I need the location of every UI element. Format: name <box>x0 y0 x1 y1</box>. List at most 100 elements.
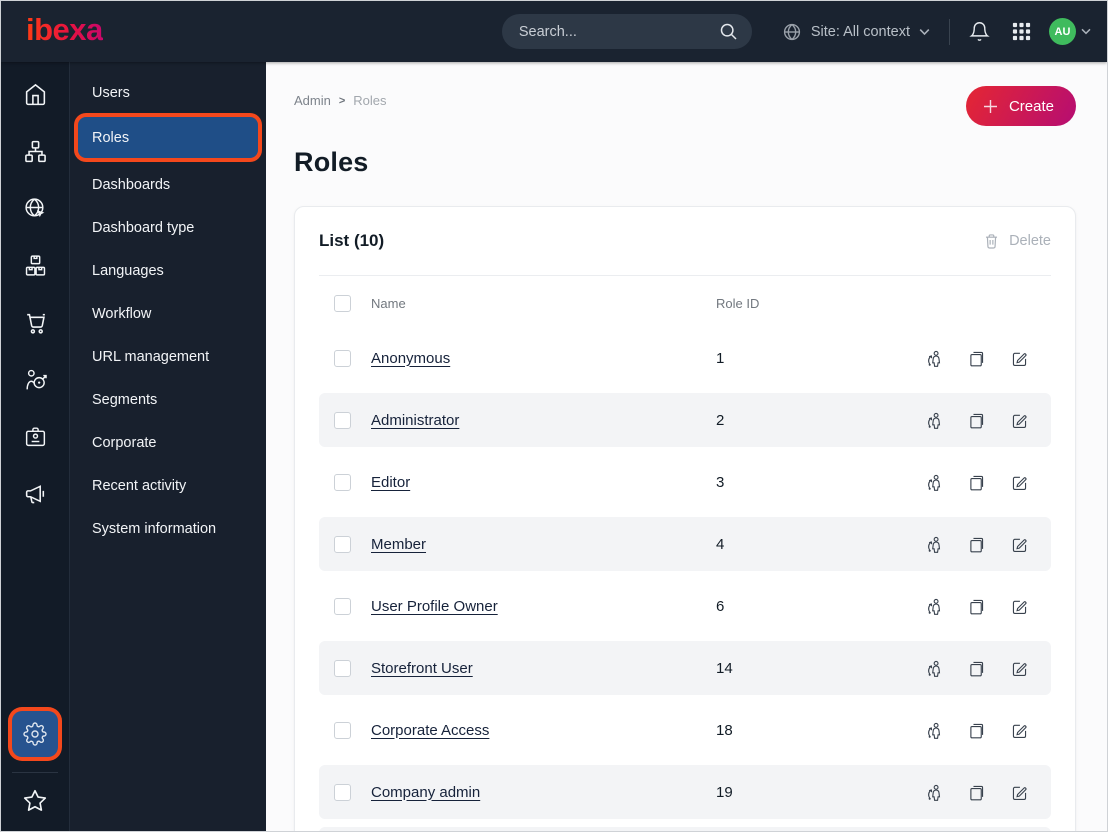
role-name-link[interactable]: Member <box>371 535 427 553</box>
content-tree-icon[interactable] <box>1 123 69 180</box>
role-name-link[interactable]: User Profile Owner <box>371 597 498 615</box>
role-name-link[interactable]: Administrator <box>371 411 460 429</box>
site-globe-icon[interactable] <box>1 180 69 237</box>
row-checkbox[interactable] <box>334 659 351 677</box>
edit-icon[interactable] <box>1010 349 1029 368</box>
rail-bottom-group <box>1 711 69 831</box>
column-header-role-id: Role ID <box>716 296 760 311</box>
commerce-cart-icon[interactable] <box>1 294 69 351</box>
role-name-link[interactable]: Corporate Access <box>371 721 490 739</box>
sidebar-item-url-management[interactable]: URL management <box>78 336 258 377</box>
settings-gear-icon[interactable] <box>12 711 58 757</box>
sidebar-item-label: Roles <box>92 129 130 146</box>
role-id: 2 <box>716 411 725 429</box>
edit-icon[interactable] <box>1010 721 1029 740</box>
assign-icon[interactable] <box>924 411 943 430</box>
breadcrumb-separator: > <box>338 94 346 107</box>
app-grid-icon[interactable] <box>1012 22 1031 41</box>
sidebar-item-corporate[interactable]: Corporate <box>78 422 258 463</box>
sidebar-item-label: Segments <box>92 391 158 408</box>
column-header-name: Name <box>371 296 406 311</box>
copy-icon[interactable] <box>967 783 986 802</box>
assign-icon[interactable] <box>924 349 943 368</box>
sidebar-item-dashboard-type[interactable]: Dashboard type <box>78 207 258 248</box>
edit-icon[interactable] <box>1010 597 1029 616</box>
notifications-bell-icon[interactable] <box>969 21 990 42</box>
sidebar-item-workflow[interactable]: Workflow <box>78 293 258 334</box>
main-content: Admin > Roles Create Roles List <box>266 62 1107 831</box>
edit-icon[interactable] <box>1010 411 1029 430</box>
sidebar-item-label: System information <box>92 520 217 537</box>
sidebar-item-label: Workflow <box>92 305 152 322</box>
copy-icon[interactable] <box>967 535 986 554</box>
assign-icon[interactable] <box>924 535 943 554</box>
sidebar-item-system-information[interactable]: System information <box>78 508 258 549</box>
copy-icon[interactable] <box>967 349 986 368</box>
marketing-megaphone-icon[interactable] <box>1 465 69 522</box>
select-all-checkbox[interactable] <box>334 295 351 312</box>
plus-icon <box>982 98 999 115</box>
role-id: 1 <box>716 349 725 367</box>
row-checkbox[interactable] <box>334 411 351 429</box>
table-row: Corporate Access 18 <box>319 703 1051 757</box>
row-actions <box>924 659 1029 678</box>
copy-icon[interactable] <box>967 659 986 678</box>
edit-icon[interactable] <box>1010 659 1029 678</box>
create-button[interactable]: Create <box>965 86 1076 126</box>
edit-icon[interactable] <box>1010 535 1029 554</box>
trash-icon <box>983 232 1000 250</box>
copy-icon[interactable] <box>967 597 986 616</box>
table-row: Anonymous 1 <box>319 331 1051 385</box>
assign-icon[interactable] <box>924 659 943 678</box>
delete-button[interactable]: Delete <box>983 232 1051 250</box>
breadcrumb-admin[interactable]: Admin <box>294 93 331 108</box>
page-title: Roles <box>294 147 369 177</box>
user-menu[interactable]: AU <box>1049 18 1091 45</box>
assign-icon[interactable] <box>924 473 943 492</box>
sidebar-item-recent-activity[interactable]: Recent activity <box>78 465 258 506</box>
global-search[interactable] <box>501 14 752 49</box>
corporate-badge-icon[interactable] <box>1 408 69 465</box>
row-checkbox[interactable] <box>334 535 351 553</box>
row-checkbox[interactable] <box>334 473 351 491</box>
personalization-icon[interactable] <box>1 351 69 408</box>
ibexa-logo[interactable]: ibexa <box>26 12 103 47</box>
copy-icon[interactable] <box>967 411 986 430</box>
row-checkbox[interactable] <box>334 597 351 615</box>
sidebar-item-roles[interactable]: Roles <box>78 117 258 158</box>
copy-icon[interactable] <box>967 473 986 492</box>
sidebar-item-languages[interactable]: Languages <box>78 250 258 291</box>
row-checkbox[interactable] <box>334 349 351 367</box>
table-row: Storefront User 14 <box>319 641 1051 695</box>
role-name-link[interactable]: Storefront User <box>371 659 473 677</box>
table-row: Member 4 <box>319 517 1051 571</box>
site-context-selector[interactable]: Site: All context <box>782 22 930 42</box>
copy-icon[interactable] <box>967 721 986 740</box>
sidebar-item-segments[interactable]: Segments <box>78 379 258 420</box>
row-actions <box>924 411 1029 430</box>
sidebar-item-users[interactable]: Users <box>78 72 258 113</box>
delete-button-label: Delete <box>1009 233 1051 249</box>
table-row: Editor 3 <box>319 455 1051 509</box>
sidebar-item-dashboards[interactable]: Dashboards <box>78 164 258 205</box>
home-icon[interactable] <box>1 66 69 123</box>
assign-icon[interactable] <box>924 721 943 740</box>
role-name-link[interactable]: Anonymous <box>371 349 451 367</box>
role-name-link[interactable]: Company admin <box>371 783 481 801</box>
row-actions <box>924 721 1029 740</box>
assign-icon[interactable] <box>924 783 943 802</box>
search-input[interactable] <box>518 23 719 40</box>
chevron-down-icon <box>1081 28 1091 35</box>
site-context-label: Site: All context <box>810 23 910 40</box>
breadcrumb-roles: Roles <box>353 93 387 108</box>
row-checkbox[interactable] <box>334 783 351 801</box>
bookmarks-star-icon[interactable] <box>1 773 69 829</box>
row-checkbox[interactable] <box>334 721 351 739</box>
assign-icon[interactable] <box>924 597 943 616</box>
products-icon[interactable] <box>1 237 69 294</box>
search-icon[interactable] <box>719 22 738 41</box>
avatar[interactable]: AU <box>1049 18 1076 45</box>
role-name-link[interactable]: Editor <box>371 473 411 491</box>
edit-icon[interactable] <box>1010 473 1029 492</box>
edit-icon[interactable] <box>1010 783 1029 802</box>
